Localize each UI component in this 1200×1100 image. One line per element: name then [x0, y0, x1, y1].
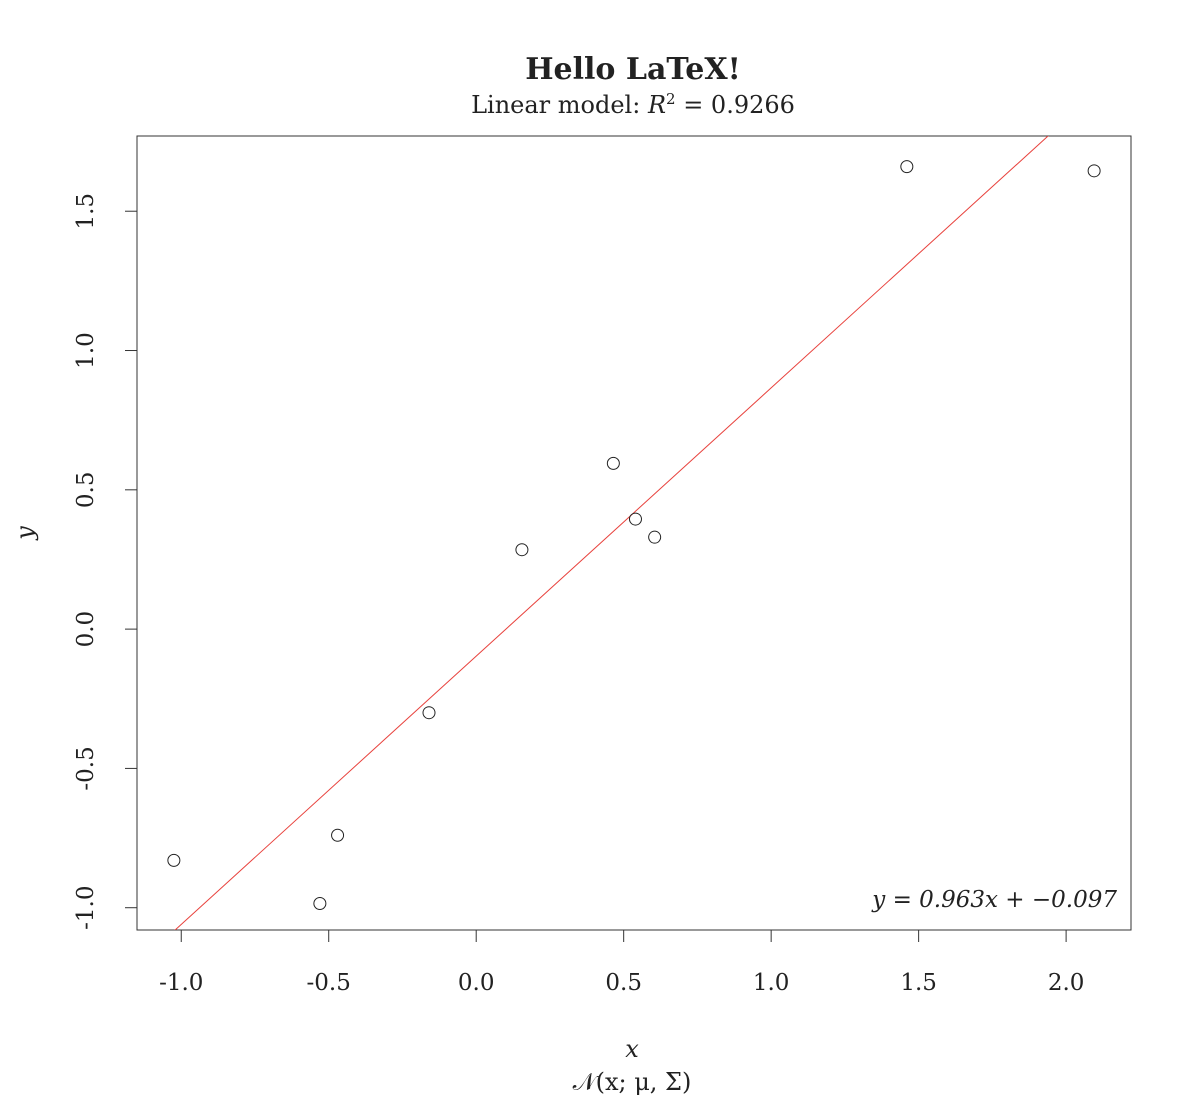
y-tick-label: 0.5	[73, 472, 99, 509]
data-point	[900, 160, 914, 174]
y-tick-label: -1.0	[73, 886, 99, 930]
data-point	[606, 456, 620, 470]
regression-line	[174, 136, 1049, 930]
data-point	[167, 853, 181, 867]
x-axis-label: x	[625, 1035, 639, 1063]
data-point	[422, 706, 436, 720]
data-point	[1087, 164, 1101, 178]
x-axis: -1.0 -0.5 0.0 0.5 1.0 1.5 2.0	[159, 930, 1084, 996]
x-tick-label: 0.5	[605, 970, 642, 996]
y-axis: -1.0 -0.5 0.0 0.5 1.0 1.5	[73, 193, 137, 930]
data-point	[313, 897, 327, 911]
data-points	[167, 160, 1101, 911]
x-tick-label: 0.0	[458, 970, 495, 996]
fit-equation-annotation: y = 0.963x + −0.097	[871, 887, 1117, 913]
chart-title: Hello LaTeX!	[525, 52, 741, 87]
data-point	[648, 530, 662, 544]
y-tick-label: 1.5	[73, 193, 99, 230]
plot-frame	[136, 135, 1132, 931]
y-tick-label: -0.5	[73, 746, 99, 790]
subtitle-suffix: = 0.9266	[676, 91, 795, 119]
subtitle-prefix: Linear model:	[471, 91, 648, 119]
subtitle-superscript: 2	[666, 90, 676, 108]
x-axis-sublabel: 𝒩(x; μ, Σ)	[573, 1068, 692, 1096]
data-point	[331, 828, 345, 842]
data-point	[628, 512, 642, 526]
y-axis-label: y	[11, 526, 39, 541]
subtitle-variable: R	[647, 91, 666, 119]
x-tick-label: 1.0	[753, 970, 790, 996]
x-tick-label: 2.0	[1048, 970, 1085, 996]
data-point	[515, 543, 529, 557]
x-tick-label: -1.0	[159, 970, 203, 996]
x-tick-label: -0.5	[307, 970, 351, 996]
chart-subtitle: Linear model: R2 = 0.9266	[471, 90, 795, 119]
y-tick-label: 0.0	[73, 611, 99, 648]
x-tick-label: 1.5	[900, 970, 937, 996]
y-tick-label: 1.0	[73, 332, 99, 369]
